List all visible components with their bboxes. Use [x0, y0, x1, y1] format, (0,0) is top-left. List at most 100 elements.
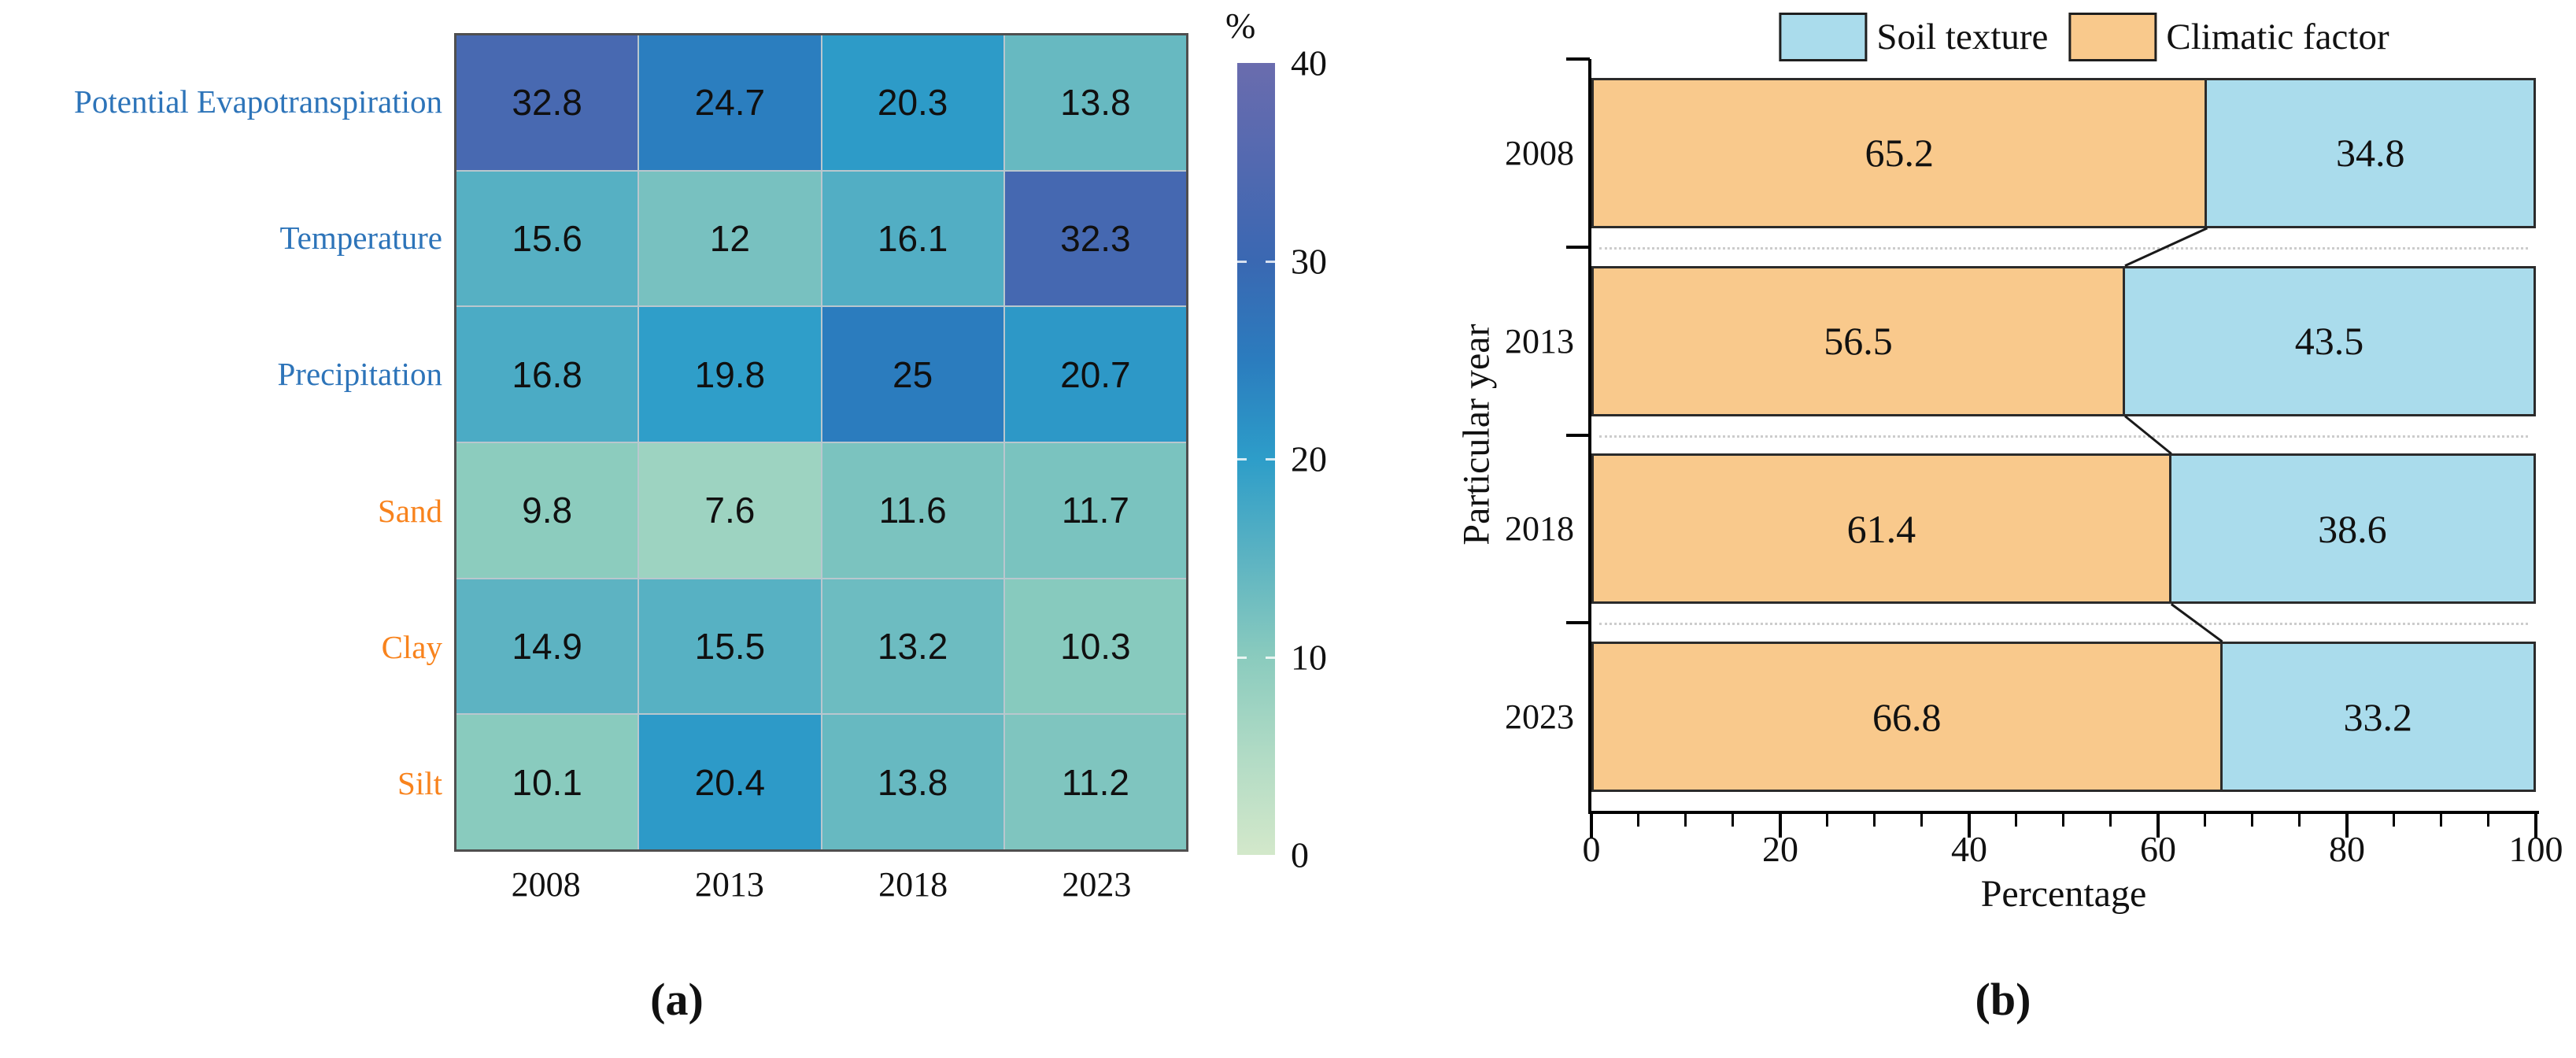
caption-b: (b)	[1975, 974, 2031, 1025]
heatmap-cell-temperature-2013: 12	[639, 171, 821, 306]
colorbar-notch	[1266, 458, 1275, 461]
separator-dotted-line	[1599, 435, 2528, 438]
heatmap-row-label: Potential Evapotranspiration	[74, 83, 442, 120]
heatmap-cell-precipitation-2013: 19.8	[639, 307, 821, 442]
colorbar-notch	[1237, 458, 1247, 461]
heatmap-cell-potential-evapotranspiration-2008: 32.8	[456, 35, 638, 170]
colorbar-notch	[1266, 656, 1275, 659]
bar-segment-soil-2008: 34.8	[2207, 77, 2536, 228]
x-minor-tick	[2109, 814, 2112, 827]
bar-segment-soil-2013: 43.5	[2125, 265, 2536, 416]
x-major-tick	[1968, 814, 1971, 838]
legend-item-climatic-factor: Climatic factor	[2068, 13, 2389, 61]
x-major-tick	[1779, 814, 1782, 838]
x-minor-tick	[2015, 814, 2017, 827]
x-tick-label: 0	[1582, 829, 1601, 869]
y-tick	[1566, 245, 1590, 249]
colorbar-tick-label: 20	[1291, 438, 1327, 479]
heatmap-col-label: 2023	[1062, 865, 1132, 904]
heatmap-cell-potential-evapotranspiration-2018: 20.3	[822, 35, 1003, 170]
y-tick	[1566, 57, 1590, 61]
y-axis-title: Particular year	[1455, 324, 1498, 546]
heatmap-cell-precipitation-2018: 25	[822, 307, 1003, 442]
legend-swatch-climatic-factor	[2068, 13, 2157, 61]
y-category-label-2023: 2023	[1505, 697, 1574, 737]
x-minor-tick	[2251, 814, 2253, 827]
x-axis-title: Percentage	[1980, 873, 2147, 915]
x-tick-label: 80	[2329, 829, 2365, 869]
y-category-label-2013: 2013	[1505, 321, 1574, 361]
legend-label-soil-texture: Soil texture	[1876, 17, 2049, 57]
x-major-tick	[1590, 814, 1593, 838]
bar-segment-climatic-2018: 61.4	[1591, 453, 2171, 605]
bar-segment-climatic-2013: 56.5	[1591, 265, 2125, 416]
heatmap-cell-precipitation-2023: 20.7	[1004, 307, 1186, 442]
heatmap-row-label: Sand	[378, 492, 442, 529]
colorbar-tick-label: 30	[1291, 241, 1327, 281]
heatmap-cell-sand-2008: 9.8	[456, 443, 638, 578]
x-minor-tick	[2298, 814, 2301, 827]
x-minor-tick	[2393, 814, 2395, 827]
heatmap-cell-potential-evapotranspiration-2013: 24.7	[639, 35, 821, 170]
heatmap-row-label: Silt	[397, 765, 442, 802]
bar-segment-soil-2023: 33.2	[2222, 642, 2536, 793]
heatmap-cell-temperature-2018: 16.1	[822, 171, 1003, 306]
heatmap-grid: 32.8 24.7 20.3 13.8 15.6 12 16.1 32.3 16.8 19.8 25…	[454, 33, 1188, 852]
x-tick-label: 60	[2140, 829, 2176, 869]
y-axis	[1588, 59, 1591, 814]
bar-row-2008: 65.2 34.8	[1591, 77, 2536, 228]
x-minor-tick	[1826, 814, 1828, 827]
x-minor-tick	[1873, 814, 1876, 827]
legend: Soil texture Climatic factor	[1779, 13, 2389, 61]
colorbar-tick-label: 40	[1291, 43, 1327, 83]
legend-label-climatic-factor: Climatic factor	[2166, 17, 2389, 57]
bar-segment-soil-2018: 38.6	[2171, 453, 2536, 605]
heatmap-cell-precipitation-2008: 16.8	[456, 307, 638, 442]
heatmap-cell-silt-2013: 20.4	[639, 715, 821, 849]
x-minor-tick	[1920, 814, 1923, 827]
x-tick-label: 40	[1951, 829, 1987, 869]
heatmap-cell-potential-evapotranspiration-2023: 13.8	[1004, 35, 1186, 170]
heatmap-cell-sand-2023: 11.7	[1004, 443, 1186, 578]
heatmap-col-label: 2018	[878, 865, 948, 904]
bar-segment-climatic-2008: 65.2	[1591, 77, 2208, 228]
bar-segment-climatic-2023: 66.8	[1591, 642, 2223, 793]
y-category-label-2008: 2008	[1505, 133, 1574, 172]
heatmap-cell-sand-2018: 11.6	[822, 443, 1003, 578]
separator-dotted-line	[1599, 246, 2528, 250]
x-minor-tick	[2440, 814, 2442, 827]
x-axis	[1588, 811, 2539, 814]
x-minor-tick	[1732, 814, 1734, 827]
heatmap-cell-clay-2023: 10.3	[1004, 579, 1186, 714]
x-minor-tick	[2487, 814, 2489, 827]
separator-dotted-line	[1599, 623, 2528, 626]
heatmap-cell-clay-2013: 15.5	[639, 579, 821, 714]
colorbar-tick-label: 10	[1291, 637, 1327, 677]
colorbar-notch	[1266, 260, 1275, 263]
colorbar-notch	[1237, 260, 1247, 263]
x-tick-label: 20	[1762, 829, 1798, 869]
heatmap-cell-temperature-2008: 15.6	[456, 171, 638, 306]
x-minor-tick	[2062, 814, 2064, 827]
x-major-tick	[2534, 814, 2537, 838]
heatmap-row-label: Precipitation	[277, 356, 442, 393]
y-category-label-2018: 2018	[1505, 509, 1574, 549]
y-tick	[1566, 621, 1590, 625]
heatmap-cell-temperature-2023: 32.3	[1004, 171, 1186, 306]
caption-a: (a)	[650, 974, 704, 1025]
bar-row-2018: 61.4 38.6	[1591, 453, 2536, 605]
x-tick-label: 100	[2508, 829, 2563, 869]
heatmap-cell-sand-2013: 7.6	[639, 443, 821, 578]
colorbar-notch	[1237, 656, 1247, 659]
heatmap-col-label: 2008	[511, 865, 581, 904]
x-minor-tick	[1637, 814, 1639, 827]
bar-row-2023: 66.8 33.2	[1591, 642, 2536, 793]
heatmap-row-label: Clay	[381, 628, 442, 665]
x-minor-tick	[1684, 814, 1687, 827]
heatmap-col-label: 2013	[694, 865, 764, 904]
heatmap-cell-silt-2008: 10.1	[456, 715, 638, 849]
x-major-tick	[2157, 814, 2160, 838]
y-tick	[1566, 433, 1590, 437]
legend-swatch-soil-texture	[1779, 13, 1868, 61]
colorbar-tick-label: 0	[1291, 834, 1309, 875]
